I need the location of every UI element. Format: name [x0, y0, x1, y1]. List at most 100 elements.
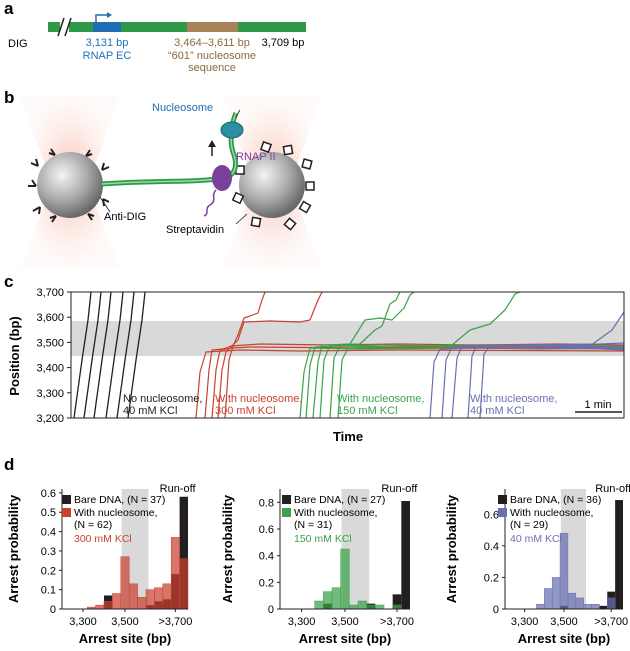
optical-trap-schematic: [20, 95, 322, 268]
nucleosome-bar: [95, 604, 105, 610]
streptavidin-pointer: [235, 213, 248, 225]
legend-swatch-nucleosome: [282, 508, 291, 517]
y-tick-label: 0.1: [41, 585, 56, 597]
x-tick-label: 3,500: [111, 616, 139, 628]
bare-dna-bar: [599, 605, 608, 609]
x-tick-label: 3,500: [550, 616, 578, 628]
streptavidin-label: Streptavidin: [166, 224, 224, 236]
y-tick-label: 0.2: [484, 572, 499, 584]
y-axis-title: Arrest probability: [444, 494, 459, 603]
nucleosome-bar: [366, 604, 376, 610]
nucleosome-bar: [583, 604, 592, 610]
nucleosome-bar: [162, 583, 172, 610]
y-tick-label: 3,300: [36, 388, 64, 400]
trajectory-line: [127, 291, 146, 419]
y-tick-label: 0.6: [484, 509, 499, 521]
group-2-label-2: 300 mM KCl: [215, 405, 276, 417]
y-tick-label: 0: [268, 604, 274, 616]
trajectory-plot: 3,700 3,600 3,500 3,400 3,300 3,200: [36, 287, 625, 425]
trajectory-line: [312, 291, 401, 419]
legend-label-nucleosome-n: (N = 29): [510, 519, 548, 531]
direction-arrowhead-icon: [208, 140, 216, 147]
nucleosome-position-label: 3,464–3,611 bp: [174, 37, 250, 49]
nucleosome-sequence-label: “601” nucleosome: [168, 50, 256, 62]
condition-label: 150 mM KCl: [294, 533, 352, 545]
anti-dig-label: Anti-DIG: [104, 211, 146, 223]
legend-swatch-bare: [282, 495, 291, 504]
legend-label-bare: Bare DNA, (N = 27): [294, 494, 385, 506]
runoff-label: Run-off: [160, 483, 197, 495]
panel-c-label: c: [4, 272, 13, 291]
transcription-arrow-icon: [95, 14, 108, 22]
legend-label-nucleosome-n: (N = 31): [294, 519, 332, 531]
x-tick-label: 3,300: [288, 616, 316, 628]
panel-a-label: a: [4, 0, 14, 18]
trajectory-line: [83, 291, 102, 419]
x-tick-label: >3,700: [594, 616, 628, 628]
histogram-300mm: 0 0.1 0.2 0.3 0.4 0.5 0.6 3,300 3,500 >3,700 Arres…: [6, 483, 196, 646]
panel-d-label: d: [4, 455, 14, 474]
rnap-ii-label: RNAP II: [236, 151, 276, 163]
histogram-150mm: 0 0.2 0.4 0.6 0.8 3,300 3,500 >3,700 Arrest site…: [220, 483, 418, 646]
nucleosome-bar: [544, 588, 553, 610]
break-mark-2: [64, 17, 72, 37]
runoff-label: Run-off: [381, 483, 418, 495]
legend-label-nucleosome: With nucleosome,: [294, 507, 377, 519]
trajectory-line: [73, 291, 92, 419]
break-gap: [60, 18, 69, 36]
x-tick-label: 3,300: [511, 616, 539, 628]
nucleosome-bar: [607, 597, 616, 610]
x-tick-label: 3,500: [331, 616, 359, 628]
y-tick-label: 0.5: [41, 507, 56, 519]
arrow-head-icon: [107, 12, 112, 18]
rnap-ii-icon: [212, 165, 232, 191]
nucleosome-label: Nucleosome: [152, 102, 213, 114]
y-axis-title: Position (bp): [7, 316, 22, 395]
y-axis-title: Arrest probability: [220, 494, 235, 603]
nucleosome-sequence-label-2: sequence: [188, 62, 236, 74]
right-bead: [239, 152, 305, 218]
group-1-label-2: 40 mM KCl: [123, 405, 177, 417]
x-axis-title: Arrest site (bp): [518, 631, 610, 646]
x-axis-title: Arrest site (bp): [79, 631, 171, 646]
legend-swatch-nucleosome: [62, 508, 71, 517]
y-tick-label: 0.6: [259, 524, 274, 536]
anti-dig-pointer: [99, 196, 111, 213]
trajectory-line: [105, 291, 124, 419]
scale-bar-label: 1 min: [585, 399, 612, 411]
y-tick-label: 3,200: [36, 413, 64, 425]
y-tick-label: 0.6: [41, 488, 56, 500]
x-tick-label: >3,700: [158, 616, 192, 628]
x-axis-title: Time: [333, 429, 363, 444]
y-axis-ticks: 3,700 3,600 3,500 3,400 3,300 3,200: [36, 287, 71, 425]
trajectory-line: [195, 349, 625, 419]
nucleosome-bar: [128, 583, 138, 610]
group-1-label-1: No nucleosome,: [123, 393, 203, 405]
nucleosome-bar: [392, 604, 402, 610]
rnap-position-label: 3,131 bp: [86, 37, 129, 49]
legend-swatch-nucleosome: [498, 508, 507, 517]
nucleosome-bar: [357, 600, 367, 610]
bare-dna-bar: [392, 594, 402, 609]
trajectory-line: [429, 347, 625, 419]
dig-label: DIG: [8, 38, 28, 50]
plot-frame: [70, 291, 625, 419]
y-tick-label: 0.2: [41, 565, 56, 577]
y-tick-label: 0: [50, 604, 56, 616]
y-tick-label: 3,700: [36, 287, 64, 299]
trajectory-line: [337, 291, 521, 419]
nucleosome-bar: [551, 577, 561, 610]
nucleosome-bar: [323, 591, 333, 610]
nucleosome-sequence-segment: [187, 22, 238, 32]
nucleosome-bar: [536, 604, 545, 610]
trajectory-line: [116, 291, 135, 419]
rnap-ec-label: RNAP EC: [83, 50, 132, 62]
nucleosome-bar: [575, 597, 584, 610]
trajectory-traces: [73, 291, 625, 419]
y-tick-label: 0.8: [259, 497, 274, 509]
nucleosome-bar: [112, 593, 122, 610]
legend-swatch-bare: [498, 495, 507, 504]
trajectory-line: [224, 291, 266, 419]
runoff-label: Run-off: [595, 483, 630, 495]
y-tick-label: 0.2: [259, 577, 274, 589]
